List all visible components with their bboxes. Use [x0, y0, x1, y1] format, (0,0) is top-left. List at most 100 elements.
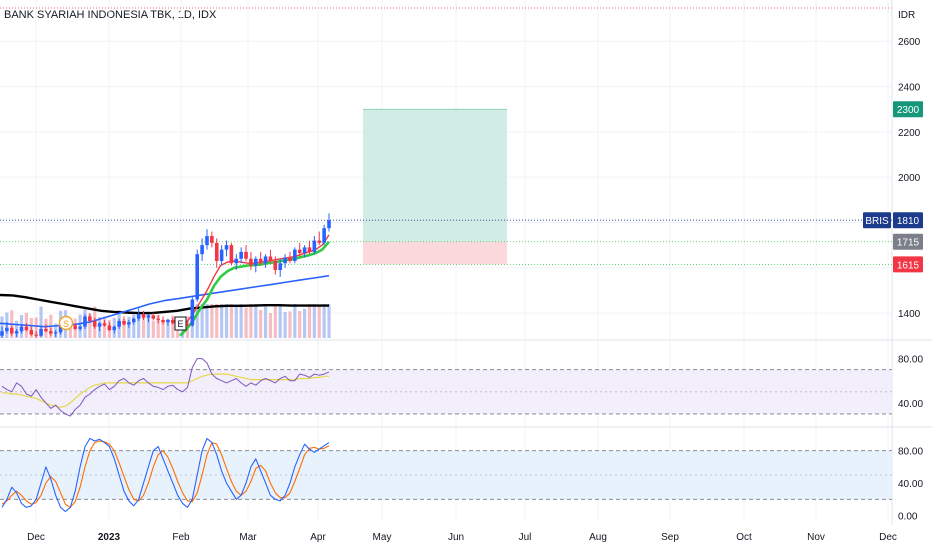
symbol-badge-label: BRIS — [865, 216, 889, 227]
candle-body — [102, 323, 107, 326]
candle-body — [307, 247, 312, 252]
rsi-tick-label: 40.00 — [898, 399, 923, 410]
candle-body — [34, 334, 38, 336]
volume-bar — [234, 304, 238, 338]
volume-bar — [239, 304, 243, 338]
candle-body — [283, 257, 287, 264]
volume-bar — [317, 306, 321, 338]
time-tick-label: Feb — [172, 532, 190, 543]
volume-bar — [195, 304, 199, 338]
candle-body — [122, 321, 126, 325]
candle-body — [322, 228, 326, 243]
candle-body — [92, 321, 97, 327]
candle-body — [49, 331, 53, 334]
candle-body — [190, 299, 195, 326]
volume-bar — [215, 304, 219, 338]
candle-body — [312, 240, 317, 252]
candle-body — [141, 314, 146, 318]
time-axis: Dec 2023 Feb Mar Apr May Jun Jul Aug Sep Oct Nov Dec — [27, 532, 897, 543]
volume-bar — [244, 307, 248, 338]
candle-body — [131, 318, 136, 323]
candle-body — [136, 314, 141, 319]
volume-bar — [307, 304, 312, 338]
candle-body — [53, 332, 58, 334]
stoch-d-line — [1, 440, 330, 508]
stoch-tick-label: 0.00 — [898, 512, 918, 523]
entry-badge-label: 1715 — [897, 238, 920, 249]
volume-bar — [34, 317, 38, 338]
volume-bar — [102, 316, 107, 338]
volume-bar — [146, 311, 151, 338]
volume-bar — [220, 304, 224, 338]
volume-bar — [254, 304, 258, 338]
volume-bar — [259, 310, 263, 338]
last-price-badge — [893, 212, 923, 229]
candle-body — [83, 316, 87, 327]
last-price-badge-label: 1810 — [897, 216, 920, 227]
profit-zone — [363, 109, 507, 242]
candle-body — [0, 331, 4, 336]
volume-bar — [293, 304, 297, 338]
candle-body — [200, 245, 204, 255]
stoch-k-line — [1, 437, 330, 513]
candle-body — [161, 319, 165, 323]
candle-body — [302, 247, 307, 254]
volume-bar — [171, 315, 175, 338]
volume-bar — [322, 304, 326, 338]
candle-body — [5, 327, 9, 332]
stochastic-pane — [0, 437, 892, 513]
symbol-badge — [863, 212, 891, 229]
candle-body — [249, 258, 253, 266]
currency-label: IDR — [898, 10, 915, 21]
volume-bar — [327, 304, 331, 338]
candle-body — [327, 220, 331, 229]
volume-bar — [156, 314, 160, 338]
volume-bar — [298, 311, 302, 338]
volume-bar — [205, 304, 209, 338]
time-tick-label: Aug — [589, 532, 607, 543]
candle-body — [317, 240, 322, 243]
candle-body — [205, 236, 209, 246]
candle-body — [39, 328, 43, 336]
price-tick-label: 2600 — [898, 37, 921, 48]
candle-body — [297, 249, 302, 254]
candle-body — [210, 236, 214, 243]
volume-bar — [224, 304, 229, 338]
time-tick-label: Jul — [519, 532, 532, 543]
price-tick-label: 2000 — [898, 173, 921, 184]
ma-slow-line — [0, 293, 329, 315]
volume-bar — [288, 311, 292, 338]
candle-body — [14, 331, 19, 334]
candle-body — [24, 326, 29, 331]
candle-body — [229, 245, 234, 264]
candle-body — [156, 318, 160, 320]
rsi-line — [1, 358, 330, 417]
grid — [0, 0, 932, 525]
target-badge — [893, 101, 923, 118]
volume-bar — [141, 314, 146, 338]
rsi-pane — [0, 358, 892, 417]
candle-body — [29, 330, 34, 335]
volume-bar — [210, 304, 214, 338]
volume-bar — [302, 308, 307, 338]
volume-bar — [166, 319, 170, 338]
candle-body — [293, 249, 297, 261]
candle-body — [112, 326, 117, 331]
rsi-tick-label: 80.00 — [898, 355, 923, 366]
volume-bar — [229, 304, 233, 338]
volume-bar — [263, 306, 268, 338]
price-tick-label: 2200 — [898, 128, 921, 139]
candle-body — [224, 245, 229, 250]
volume-bar — [132, 314, 136, 338]
candle-body — [278, 263, 282, 271]
time-tick-label: 2023 — [98, 532, 121, 543]
loss-zone — [363, 241, 507, 265]
candle-body — [214, 242, 219, 261]
volume-bar — [278, 304, 282, 338]
candle-body — [117, 321, 121, 327]
candle-body — [151, 315, 156, 319]
candle-body — [234, 258, 239, 264]
